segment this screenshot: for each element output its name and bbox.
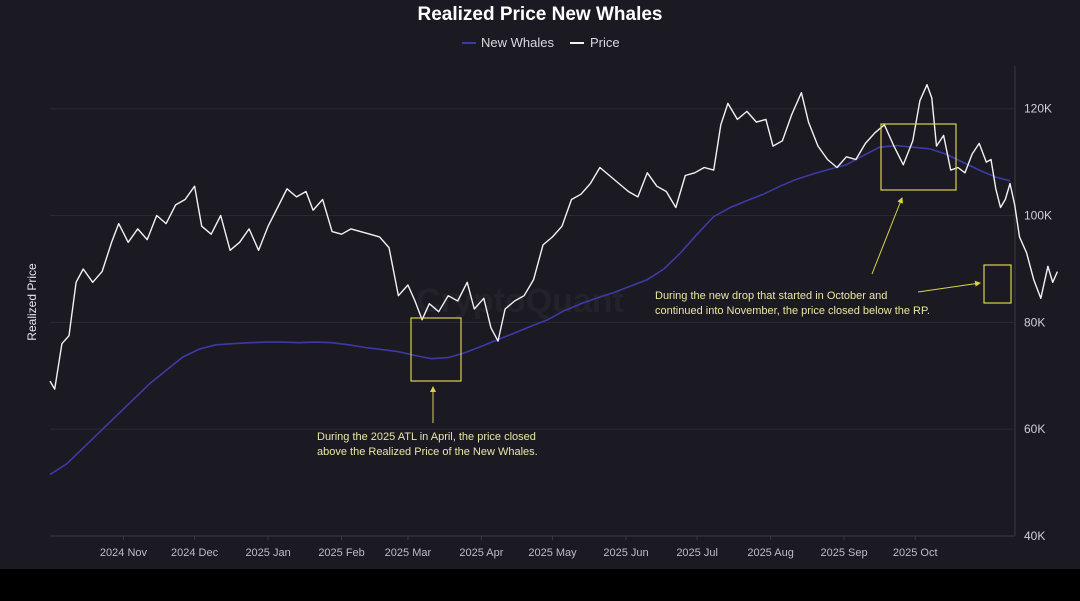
realized-price-chart: CryptoQuant Realized Price New Whales Ne… <box>25 4 1059 559</box>
x-tick-label: 2025 Feb <box>318 547 364 559</box>
annotation-arrow-october <box>871 197 903 275</box>
y-tick-label: 40K <box>1024 529 1045 543</box>
annotation-box-november-drop <box>983 264 1012 304</box>
x-axis-ticks: 2024 Nov 2024 Dec 2025 Jan 2025 Feb 2025 Mar… <box>100 536 938 559</box>
y-tick-label: 80K <box>1024 315 1045 329</box>
x-tick-label: 2025 Apr <box>459 547 503 559</box>
x-tick-label: 2025 Mar <box>385 547 432 559</box>
legend-label-price[interactable]: Price <box>590 35 620 50</box>
x-tick-label: 2025 Jul <box>676 547 718 559</box>
annotation-october-line-2: continued into November, the price close… <box>655 305 930 317</box>
x-tick-label: 2024 Nov <box>100 547 148 559</box>
x-tick-label: 2025 May <box>528 547 577 559</box>
annotation-april: During the 2025 ATL in April, the price … <box>317 431 538 458</box>
x-tick-label: 2025 Aug <box>747 547 794 559</box>
x-tick-label: 2025 Jun <box>603 547 648 559</box>
series-line-price <box>49 84 1059 390</box>
x-tick-label: 2025 Sep <box>821 547 868 559</box>
y-tick-label: 100K <box>1024 209 1052 223</box>
annotation-april-line-2: above the Realized Price of the New Whal… <box>317 446 538 458</box>
annotation-october: During the new drop that started in Octo… <box>655 290 930 317</box>
annotation-april-line-1: During the 2025 ATL in April, the price … <box>317 431 536 443</box>
chart-canvas: CryptoQuant Realized Price New Whales Ne… <box>0 0 1080 569</box>
y-tick-label: 120K <box>1024 102 1052 116</box>
x-tick-label: 2024 Dec <box>171 547 219 559</box>
annotation-box-april-atl <box>410 317 462 382</box>
x-tick-label: 2025 Jan <box>245 547 290 559</box>
bottom-bar <box>0 569 1080 601</box>
series-line-new-whales <box>49 144 1011 476</box>
chart-title: Realized Price New Whales <box>418 4 663 25</box>
annotation-october-line-1: During the new drop that started in Octo… <box>655 290 887 302</box>
annotation-box-october-drop <box>880 123 957 191</box>
watermark-logo: CryptoQuant <box>416 282 624 320</box>
legend: New Whales Price <box>462 35 620 50</box>
y-tick-label: 60K <box>1024 422 1045 436</box>
y-axis-ticks: 40K 60K 80K 100K 120K <box>1024 102 1052 543</box>
y-axis-title: Realized Price <box>25 263 39 341</box>
annotation-arrow-november <box>917 280 981 293</box>
grid-lines <box>50 108 1015 430</box>
legend-label-new-whales[interactable]: New Whales <box>481 35 554 50</box>
x-tick-label: 2025 Oct <box>893 547 938 559</box>
